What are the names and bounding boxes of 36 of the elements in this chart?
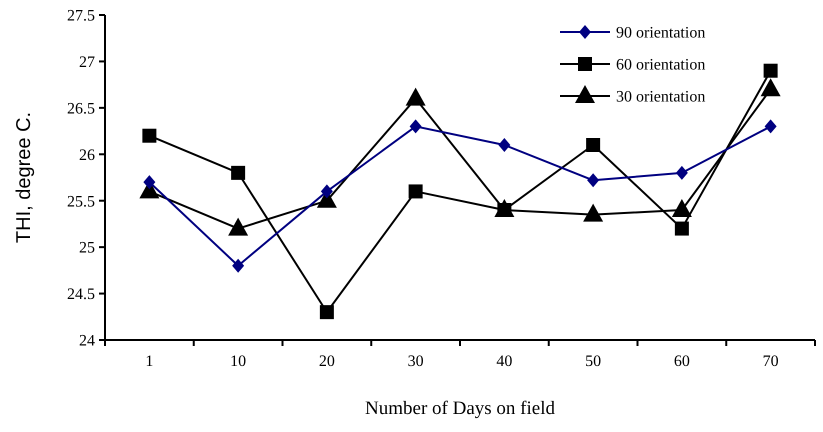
point [408, 184, 423, 198]
point [587, 173, 600, 188]
point [764, 119, 777, 134]
y-tick-label: 27.5 [67, 8, 95, 25]
x-tick-label: 20 [318, 353, 335, 370]
point [320, 305, 334, 320]
y-tick-label: 24 [79, 332, 95, 350]
y-tick-label: 26.5 [67, 100, 95, 118]
legend-label: 90 orientation [616, 24, 706, 42]
point [410, 119, 422, 134]
x-tick-label: 40 [496, 353, 512, 370]
x-axis-title: Number of Days on field [365, 398, 556, 419]
point [676, 166, 688, 180]
y-axis-title: THI, degree C. [13, 112, 35, 244]
point [320, 184, 333, 198]
x-tick-label: 60 [674, 353, 690, 370]
x-tick-label: 70 [762, 353, 779, 370]
point [232, 258, 244, 273]
y-tick-label: 24.5 [67, 286, 95, 304]
y-tick-label: 27 [79, 54, 95, 72]
y-tick-label: 25.5 [67, 193, 95, 210]
point [143, 175, 156, 190]
point [764, 64, 778, 78]
x-tick-label: 1 [145, 353, 154, 370]
y-tick-label: 25 [79, 240, 95, 257]
legend-label: 30 orientation [616, 88, 706, 106]
point [674, 222, 689, 236]
point [231, 166, 246, 180]
x-tick-label: 30 [408, 353, 424, 370]
point [586, 138, 600, 152]
x-tick-label: 10 [230, 353, 246, 370]
point [142, 128, 156, 143]
legend-label: 60 orientation [616, 56, 706, 74]
x-tick-label: 50 [585, 353, 602, 370]
point [498, 138, 510, 152]
y-tick-label: 26 [79, 146, 95, 164]
